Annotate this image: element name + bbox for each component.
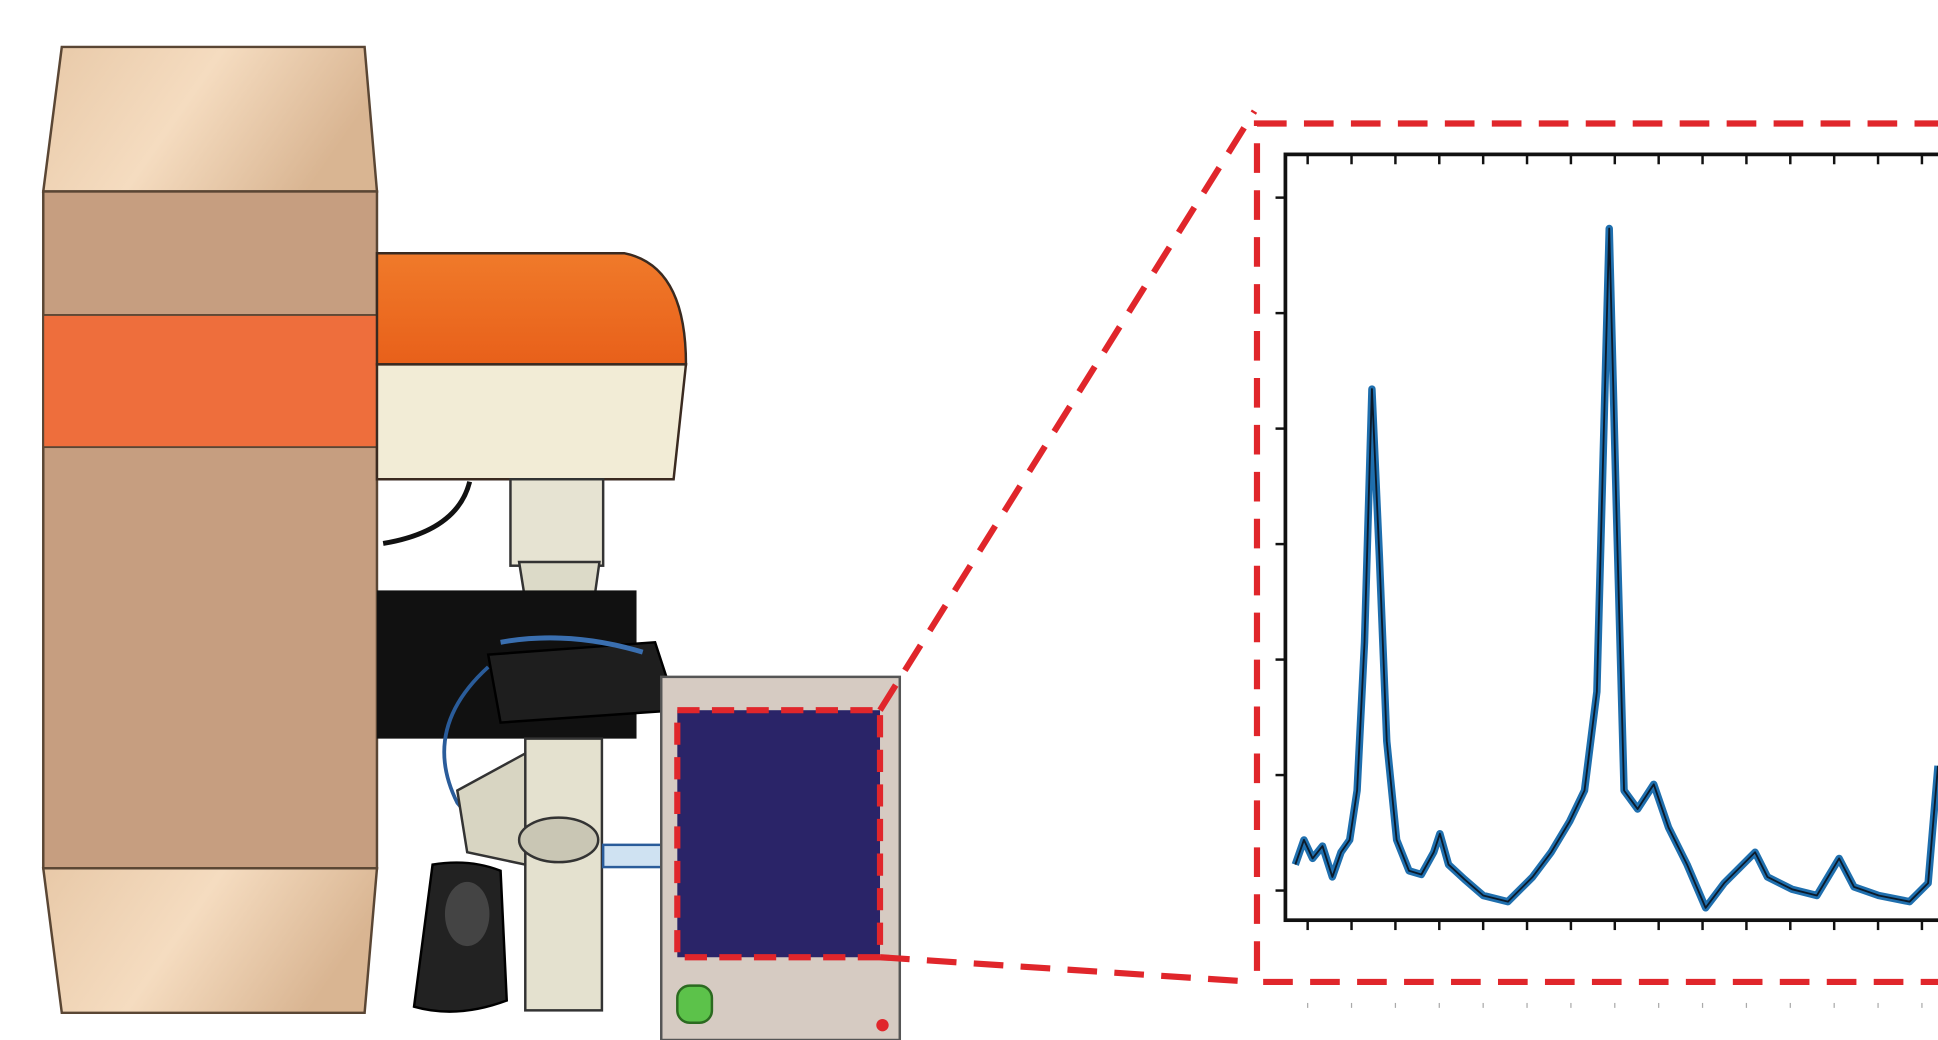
zoom-line <box>880 111 1254 710</box>
indicator-light <box>876 1019 888 1031</box>
microscope <box>377 253 686 1011</box>
spectrometer <box>661 677 900 1040</box>
unit-band <box>43 315 377 447</box>
spectrum-panel <box>1257 124 1938 1008</box>
microscope-base <box>457 753 525 864</box>
microscope-column <box>525 739 602 1011</box>
unit-body <box>43 191 377 868</box>
zoom-line <box>880 957 1254 982</box>
cable <box>383 482 470 544</box>
power-button <box>677 986 712 1023</box>
side-unit <box>43 47 377 1013</box>
joystick <box>445 882 489 946</box>
illustration <box>0 0 1938 1040</box>
screen <box>677 710 880 957</box>
microscope-head <box>377 253 686 364</box>
stage-top <box>488 642 677 722</box>
fiber-connector <box>603 845 662 867</box>
knob <box>519 818 598 862</box>
page: (() => { const svg = document.getElement… <box>0 0 1938 1040</box>
microscope-head-base <box>377 364 686 479</box>
unit-top <box>43 47 377 192</box>
unit-bottom <box>43 868 377 1013</box>
microscope-arm <box>510 479 603 565</box>
